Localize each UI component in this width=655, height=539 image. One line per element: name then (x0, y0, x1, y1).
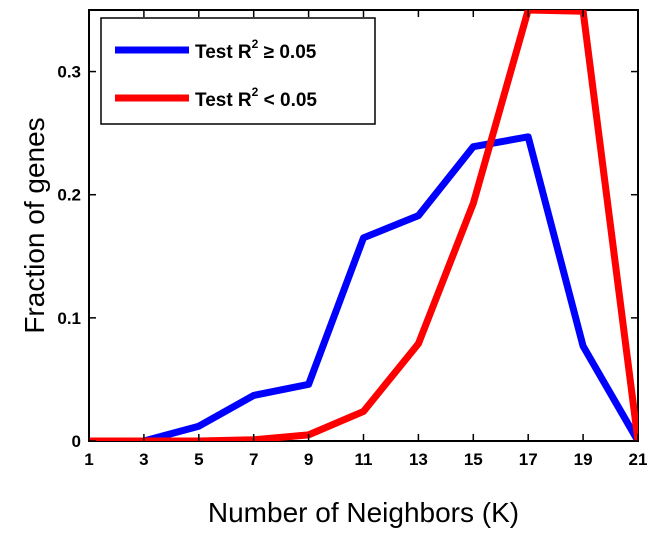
legend-label-1: Test R2 ≥ 0.05 (195, 37, 317, 63)
y-tick-label: 0.1 (57, 309, 81, 328)
series-line-2 (89, 10, 638, 441)
y-tick-label: 0.2 (57, 186, 81, 205)
x-tick-label: 7 (249, 450, 258, 469)
y-tick-label: 0 (72, 432, 81, 451)
x-tick-label: 13 (409, 450, 428, 469)
y-tick-label: 0.3 (57, 63, 81, 82)
x-tick-label: 17 (519, 450, 538, 469)
x-tick-label: 21 (629, 450, 648, 469)
x-tick-label: 1 (84, 450, 93, 469)
series-layer (89, 10, 638, 441)
legend-box (100, 17, 376, 125)
y-axis-title: Fraction of genes (19, 117, 50, 333)
x-tick-label: 19 (574, 450, 593, 469)
legend: Test R2 ≥ 0.05 Test R2 < 0.05 (100, 17, 376, 125)
x-tick-label: 3 (139, 450, 148, 469)
series-line-1 (89, 133, 638, 441)
x-tick-label: 9 (304, 450, 313, 469)
x-tick-label: 11 (355, 450, 373, 469)
x-tick-label: 15 (464, 450, 483, 469)
legend-label-2: Test R2 < 0.05 (195, 85, 317, 111)
x-tick-label: 5 (194, 450, 203, 469)
x-axis-title: Number of Neighbors (K) (208, 497, 519, 528)
